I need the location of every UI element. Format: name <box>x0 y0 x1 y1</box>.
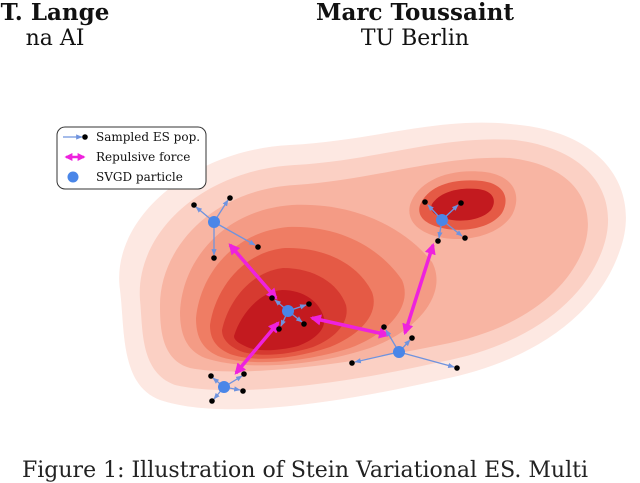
author-affiliation: TU Berlin <box>360 26 470 51</box>
sampled-point <box>191 202 197 208</box>
author-name: Marc Toussaint <box>316 0 514 26</box>
repulsive-force-arrow <box>309 314 391 339</box>
legend-particle-label: SVGD particle <box>96 170 183 184</box>
svgd-particle <box>208 216 220 228</box>
repulsive-force-arrow <box>228 243 278 300</box>
sampled-point <box>255 244 261 250</box>
sampled-point <box>209 398 215 404</box>
svgd-particle <box>218 381 230 393</box>
svgd-particle <box>393 346 405 358</box>
svgd-particle-group <box>208 371 247 404</box>
legend-repulsive-label: Repulsive force <box>96 150 190 164</box>
sampled-point <box>227 195 233 201</box>
sampled-point <box>462 235 468 241</box>
sampled-perturbation-arrow <box>213 221 256 246</box>
author-block-right: Marc Toussaint TU Berlin <box>300 0 530 52</box>
sampled-point <box>381 324 387 330</box>
svgd-particle-group <box>349 324 460 371</box>
sampled-point <box>454 365 460 371</box>
author-affiliation: na AI <box>25 26 85 51</box>
sampled-point <box>458 200 464 206</box>
sampled-point <box>435 238 441 244</box>
svgd-particle <box>282 305 294 317</box>
sampled-point <box>276 326 282 332</box>
svgd-illustration-figure: Sampled ES pop. Repulsive force SVGD par… <box>56 122 626 410</box>
svgd-particle-group <box>269 295 312 332</box>
svgd-particle <box>436 214 448 226</box>
sampled-point <box>241 371 247 377</box>
legend-sampled-label: Sampled ES pop. <box>96 130 200 144</box>
sampled-point <box>211 255 217 261</box>
sampled-point <box>269 295 275 301</box>
repulsive-forces <box>228 242 436 375</box>
sampled-point <box>240 388 246 394</box>
repulsive-force-arrow <box>402 242 436 336</box>
svgd-particle-group <box>191 195 261 261</box>
author-name: T. Lange <box>0 0 110 26</box>
sampled-point <box>349 360 355 366</box>
sampled-perturbation-arrow <box>398 351 455 368</box>
legend: Sampled ES pop. Repulsive force SVGD par… <box>56 126 207 190</box>
sampled-point <box>301 321 307 327</box>
legend-box <box>56 126 207 190</box>
repulsive-force-arrow <box>234 321 280 375</box>
author-block-left: T. Lange na AI <box>0 0 155 52</box>
figure-caption: Figure 1: Illustration of Stein Variatio… <box>22 458 589 483</box>
svgd-particle-group <box>422 199 468 244</box>
sampled-point <box>409 335 415 341</box>
sampled-point <box>208 373 214 379</box>
sampled-point <box>422 199 428 205</box>
legend-particle-icon <box>67 171 79 183</box>
sampled-perturbation-arrow <box>354 351 400 364</box>
legend-sampled-dot-icon <box>82 134 88 140</box>
sampled-point <box>306 301 312 307</box>
